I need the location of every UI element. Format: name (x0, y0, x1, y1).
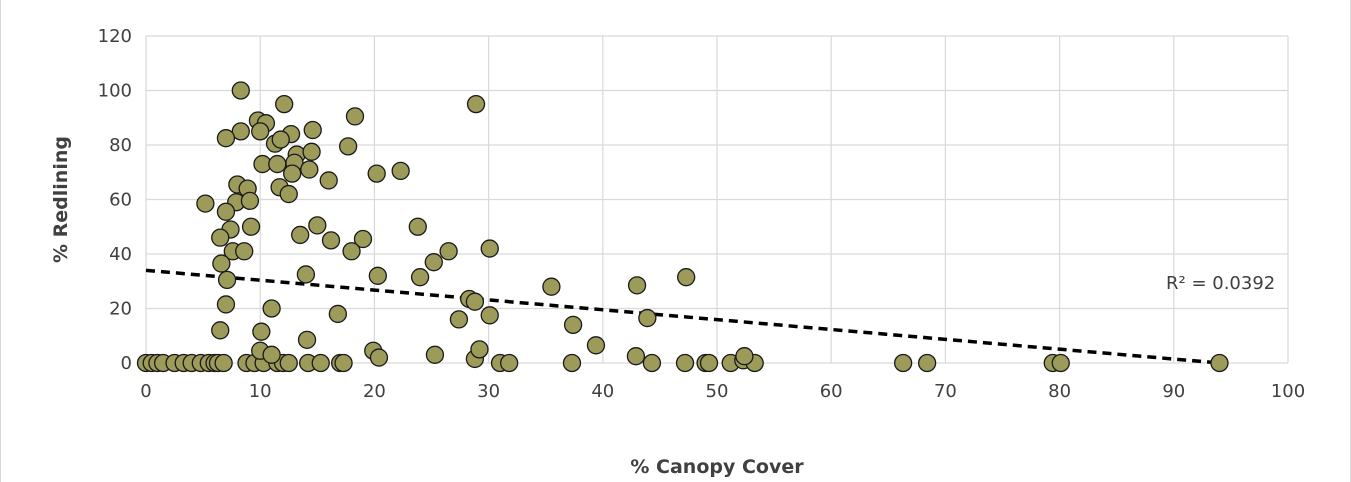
data-point (735, 347, 754, 366)
data-point (562, 353, 582, 373)
x-tick-label: 30 (477, 381, 500, 402)
data-point (321, 231, 341, 250)
data-point (367, 164, 386, 183)
x-tick-label: 10 (249, 381, 272, 402)
data-point (297, 330, 317, 349)
data-point (296, 265, 316, 284)
data-point (262, 299, 281, 318)
data-point (642, 353, 662, 373)
data-point (338, 137, 358, 156)
data-point (586, 336, 606, 355)
data-point (308, 216, 327, 235)
data-point (216, 129, 236, 148)
data-point (449, 310, 469, 329)
data-point (212, 254, 231, 273)
data-point (328, 304, 348, 324)
data-point (196, 194, 215, 213)
data-point (334, 353, 353, 373)
data-point (214, 353, 233, 373)
x-tick-label: 90 (1162, 381, 1185, 402)
x-tick-label: 60 (820, 381, 843, 402)
data-point (465, 292, 485, 311)
data-point (410, 268, 430, 287)
data-point (275, 94, 294, 114)
data-point (626, 347, 646, 366)
x-tick-label: 50 (706, 381, 729, 402)
data-point (500, 353, 519, 373)
data-point (480, 239, 499, 258)
data-point (369, 348, 389, 367)
data-point (211, 321, 230, 340)
data-point (466, 94, 486, 114)
x-tick-labels: 0 10 20 30 40 50 60 70 80 90 100 (140, 381, 1305, 402)
data-point (345, 107, 365, 126)
y-tick-label: 20 (109, 299, 132, 320)
data-point (1210, 353, 1229, 373)
data-point (252, 322, 271, 341)
data-point (425, 345, 445, 364)
data-point (408, 217, 427, 236)
data-point (271, 130, 290, 149)
data-point (627, 276, 647, 295)
data-point (542, 277, 561, 296)
data-points (136, 81, 1229, 373)
data-point (231, 81, 250, 100)
data-point (391, 161, 410, 181)
x-tick-label: 40 (591, 381, 614, 402)
x-tick-label: 80 (1048, 381, 1071, 402)
data-point (302, 142, 321, 161)
data-point (241, 217, 261, 236)
data-point (283, 164, 302, 183)
data-point (424, 253, 443, 272)
y-tick-label: 0 (121, 353, 132, 374)
y-tick-label: 100 (98, 81, 132, 102)
gridlines (145, 35, 1289, 364)
y-tick-label: 40 (109, 244, 132, 265)
data-point (251, 122, 270, 141)
data-point (439, 242, 458, 261)
data-point (279, 184, 298, 204)
data-point (240, 191, 260, 211)
data-point (563, 315, 583, 335)
data-point (300, 160, 319, 179)
data-point (1051, 353, 1070, 373)
y-tick-labels: 0 20 40 60 80 100 120 (98, 26, 132, 374)
data-point (311, 353, 330, 373)
data-point (235, 242, 254, 261)
data-point (268, 154, 287, 174)
data-point (917, 353, 937, 373)
data-point (231, 122, 250, 141)
data-point (638, 308, 657, 328)
data-point (262, 345, 281, 364)
x-tick-label: 100 (1271, 381, 1305, 402)
data-point (368, 266, 387, 285)
data-point (470, 340, 489, 359)
y-tick-label: 80 (109, 135, 132, 156)
data-point (216, 202, 236, 221)
data-point (303, 120, 322, 140)
data-point (342, 242, 361, 261)
data-point (279, 353, 298, 373)
data-point (216, 295, 236, 314)
data-point (677, 268, 696, 287)
x-tick-label: 0 (140, 381, 151, 402)
data-point (291, 225, 310, 245)
data-point (893, 353, 913, 373)
data-point (353, 229, 373, 249)
data-point (319, 171, 338, 190)
y-axis-title: % Redlining (50, 136, 72, 263)
x-tick-label: 20 (363, 381, 386, 402)
data-point (480, 306, 499, 325)
data-point (217, 270, 237, 290)
y-tick-label: 120 (98, 26, 132, 47)
data-point (211, 228, 230, 247)
x-tick-label: 70 (934, 381, 957, 402)
x-axis-title: % Canopy Cover (630, 456, 804, 478)
r-squared-label: R² = 0.0392 (1166, 273, 1275, 294)
data-point (675, 353, 695, 373)
data-point (699, 353, 719, 373)
y-tick-label: 60 (109, 190, 132, 211)
